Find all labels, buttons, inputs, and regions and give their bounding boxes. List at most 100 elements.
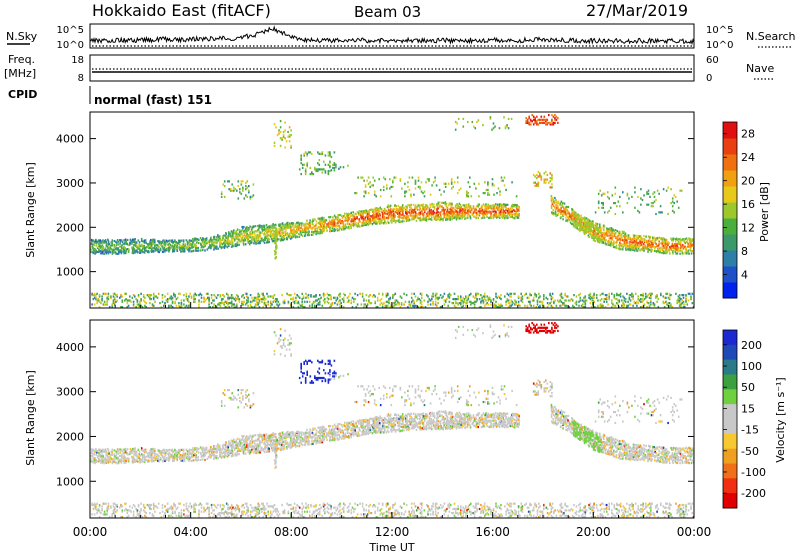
power-cell [591, 226, 593, 229]
power-cell [658, 192, 660, 195]
power-cell [477, 205, 480, 208]
power-cell [467, 205, 470, 208]
power-cell [290, 134, 292, 137]
power-cell [657, 244, 660, 247]
power-cell [469, 207, 471, 210]
power-cell [615, 235, 617, 238]
power-cell [372, 219, 375, 222]
power-cell [172, 250, 174, 253]
power-cell [202, 242, 205, 245]
power-cell [220, 302, 223, 305]
power-cell [418, 217, 421, 220]
power-cell [650, 245, 652, 248]
power-cell [560, 216, 562, 219]
power-cell [622, 303, 624, 306]
power-cell [422, 215, 425, 218]
power-cell [680, 239, 682, 242]
power-cell [218, 303, 220, 306]
power-cell [478, 195, 480, 198]
power-cell [321, 230, 324, 233]
power-cell [395, 205, 397, 208]
power-cell [326, 223, 328, 226]
power-cell [217, 294, 219, 297]
power-cell [617, 235, 619, 238]
power-cell [236, 294, 238, 297]
power-cell [127, 299, 130, 302]
power-cell [564, 292, 566, 295]
power-cell [132, 246, 135, 249]
power-cell [605, 298, 608, 301]
power-cell [592, 222, 594, 225]
power-cell [329, 151, 331, 154]
power-cell [110, 295, 112, 298]
power-cell [159, 247, 162, 250]
power-cell [224, 241, 227, 244]
power-cell [152, 242, 154, 245]
power-cell [615, 244, 618, 247]
power-cell [244, 231, 247, 234]
power-cell [261, 227, 264, 230]
power-colorbar-tick: 8 [741, 245, 748, 258]
y-tick-label: 2000 [56, 221, 84, 234]
power-cell [331, 225, 334, 228]
power-cell [350, 220, 352, 223]
power-cell [676, 252, 679, 255]
power-cell [447, 216, 449, 219]
power-cell [136, 299, 139, 302]
power-cell [320, 225, 323, 228]
power-cell [567, 210, 569, 213]
power-cell [309, 166, 312, 169]
power-cell [589, 231, 592, 234]
power-cell [348, 216, 351, 219]
power-cell [543, 178, 546, 181]
velocity-cell [117, 460, 120, 463]
power-cell [267, 300, 269, 303]
power-cell [682, 294, 685, 297]
power-cell [631, 246, 633, 249]
power-cell [234, 188, 237, 191]
power-cell [152, 292, 155, 295]
power-colorbar-tick: 24 [741, 151, 755, 164]
power-cell [352, 222, 355, 225]
power-cell [652, 205, 654, 208]
power-cell [652, 192, 654, 195]
power-cell [385, 300, 388, 303]
power-cell [245, 232, 247, 235]
power-cell [655, 198, 657, 202]
power-cell [142, 247, 144, 250]
power-cell [543, 298, 545, 301]
power-cell [634, 302, 637, 305]
power-cell [288, 224, 291, 227]
power-cell [315, 295, 317, 298]
power-cell [664, 241, 667, 244]
power-cell [652, 237, 654, 240]
power-cell [272, 296, 275, 299]
power-cell [681, 252, 684, 255]
power-cell [190, 295, 193, 298]
power-cell [543, 306, 545, 308]
power-cell [484, 192, 486, 195]
power-cell [123, 249, 126, 252]
power-cell [134, 243, 136, 247]
power-cell [498, 214, 500, 217]
power-cell [365, 299, 368, 302]
power-cell [312, 223, 315, 226]
velocity-cell [117, 450, 119, 453]
power-cell [300, 227, 302, 230]
power-cell [223, 239, 226, 242]
power-cell [153, 247, 156, 250]
power-cell [647, 239, 650, 242]
power-cell [324, 163, 327, 166]
power-cell [624, 239, 627, 242]
power-cell [610, 242, 613, 245]
power-cell [116, 247, 118, 250]
power-cell [312, 295, 315, 298]
power-cell [292, 296, 295, 299]
power-cell [252, 194, 255, 197]
power-cell [104, 247, 107, 250]
power-cell [242, 239, 245, 242]
power-cell [483, 210, 485, 213]
power-cell [329, 160, 331, 163]
power-cell [621, 299, 623, 302]
power-cell [275, 243, 277, 246]
